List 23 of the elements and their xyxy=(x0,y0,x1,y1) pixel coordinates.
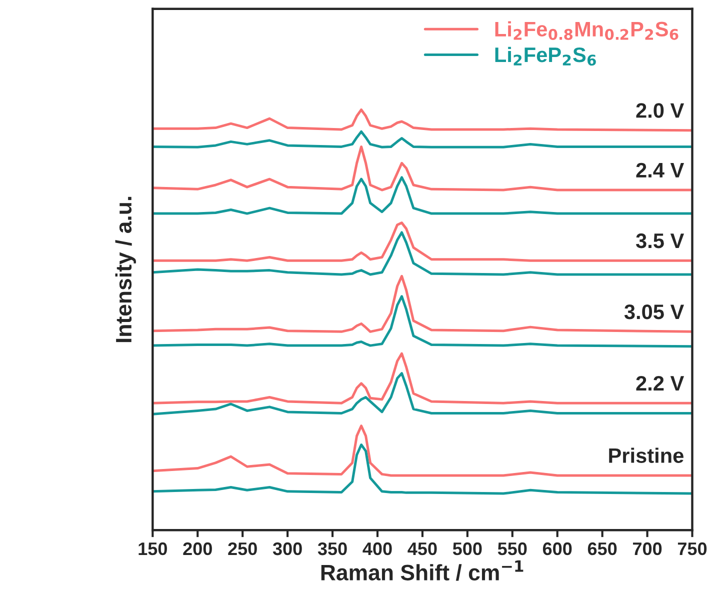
x-tick-label: 400 xyxy=(362,542,392,556)
annotation: 2.2 V xyxy=(636,376,684,390)
x-tick-label: 250 xyxy=(228,542,257,556)
annotation: 2.0 V xyxy=(636,103,684,118)
x-tick-label: 500 xyxy=(452,542,482,556)
x-tick-label: 550 xyxy=(498,542,527,556)
legend-label: Li$_{2}$FeP$_{2}$S$_{6}$ xyxy=(495,46,596,66)
x-tick-label: 150 xyxy=(138,542,167,556)
annotation: 3.05 V xyxy=(624,304,684,320)
text: Li$_{2}$Fe$_{0.8}$Mn$_{0.2}$P$_{2}$S$_{6}$ xyxy=(495,21,678,40)
y-axis-title: Intensity / a.u. xyxy=(115,196,136,342)
x-tick-label: 700 xyxy=(633,542,662,556)
x-tick-label: 650 xyxy=(588,542,617,556)
annotation: 2.4 V xyxy=(636,162,684,178)
x-tick-label: 350 xyxy=(318,542,347,556)
x-tick-label: 600 xyxy=(542,542,572,556)
x-tick-label: 750 xyxy=(678,542,707,556)
annotation: Pristine xyxy=(609,448,684,463)
annotation: 3.5 V xyxy=(636,233,684,248)
x-tick-label: 450 xyxy=(408,542,437,556)
x-tick-label: 300 xyxy=(272,542,302,556)
x-tick-label: 200 xyxy=(183,542,212,556)
x-axis-title: Raman Shift / cm$^{−1}$ xyxy=(321,560,524,581)
